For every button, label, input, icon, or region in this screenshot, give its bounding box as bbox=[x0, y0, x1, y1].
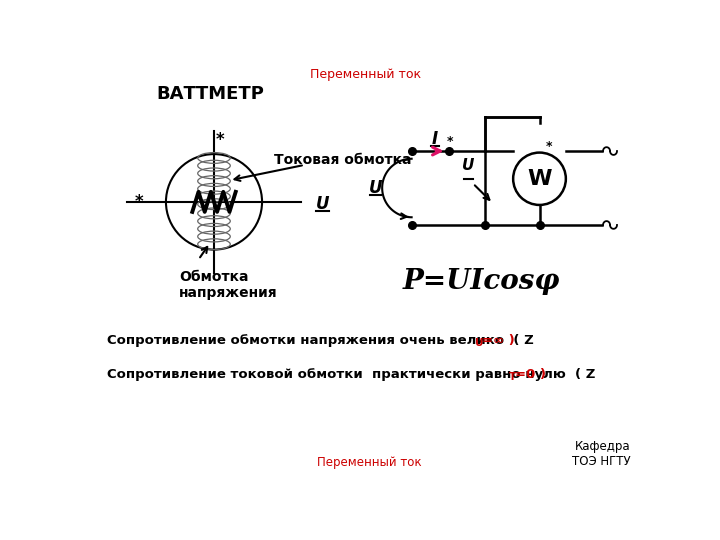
Text: Переменный ток: Переменный ток bbox=[317, 456, 421, 469]
Circle shape bbox=[513, 153, 566, 205]
Text: I: I bbox=[432, 130, 438, 148]
Text: U: U bbox=[369, 179, 382, 197]
Text: U: U bbox=[462, 158, 474, 173]
Text: *: * bbox=[447, 136, 454, 148]
Text: Переменный ток: Переменный ток bbox=[310, 68, 420, 82]
Text: P=UIcosφ: P=UIcosφ bbox=[402, 268, 560, 295]
Text: ВАТТМЕТР: ВАТТМЕТР bbox=[156, 85, 264, 103]
Text: =0 ): =0 ) bbox=[516, 368, 546, 381]
Text: U: U bbox=[475, 338, 484, 348]
Text: U: U bbox=[316, 195, 329, 213]
Text: *: * bbox=[546, 140, 552, 153]
Text: T: T bbox=[508, 372, 516, 382]
Text: *: * bbox=[216, 131, 225, 149]
Text: Обмотка
напряжения: Обмотка напряжения bbox=[179, 269, 278, 300]
Text: Сопротивление токовой обмотки  практически равно нулю  ( Z: Сопротивление токовой обмотки практическ… bbox=[107, 368, 595, 381]
Text: Сопротивление обмотки напряжения очень велико  ( Z: Сопротивление обмотки напряжения очень в… bbox=[107, 334, 534, 347]
Text: *: * bbox=[135, 193, 143, 211]
Text: Кафедра
ТОЭ НГТУ: Кафедра ТОЭ НГТУ bbox=[572, 441, 631, 468]
Text: =∞ ): =∞ ) bbox=[482, 334, 515, 347]
Text: Токовая обмотка: Токовая обмотка bbox=[274, 152, 411, 166]
Text: W: W bbox=[527, 169, 552, 189]
